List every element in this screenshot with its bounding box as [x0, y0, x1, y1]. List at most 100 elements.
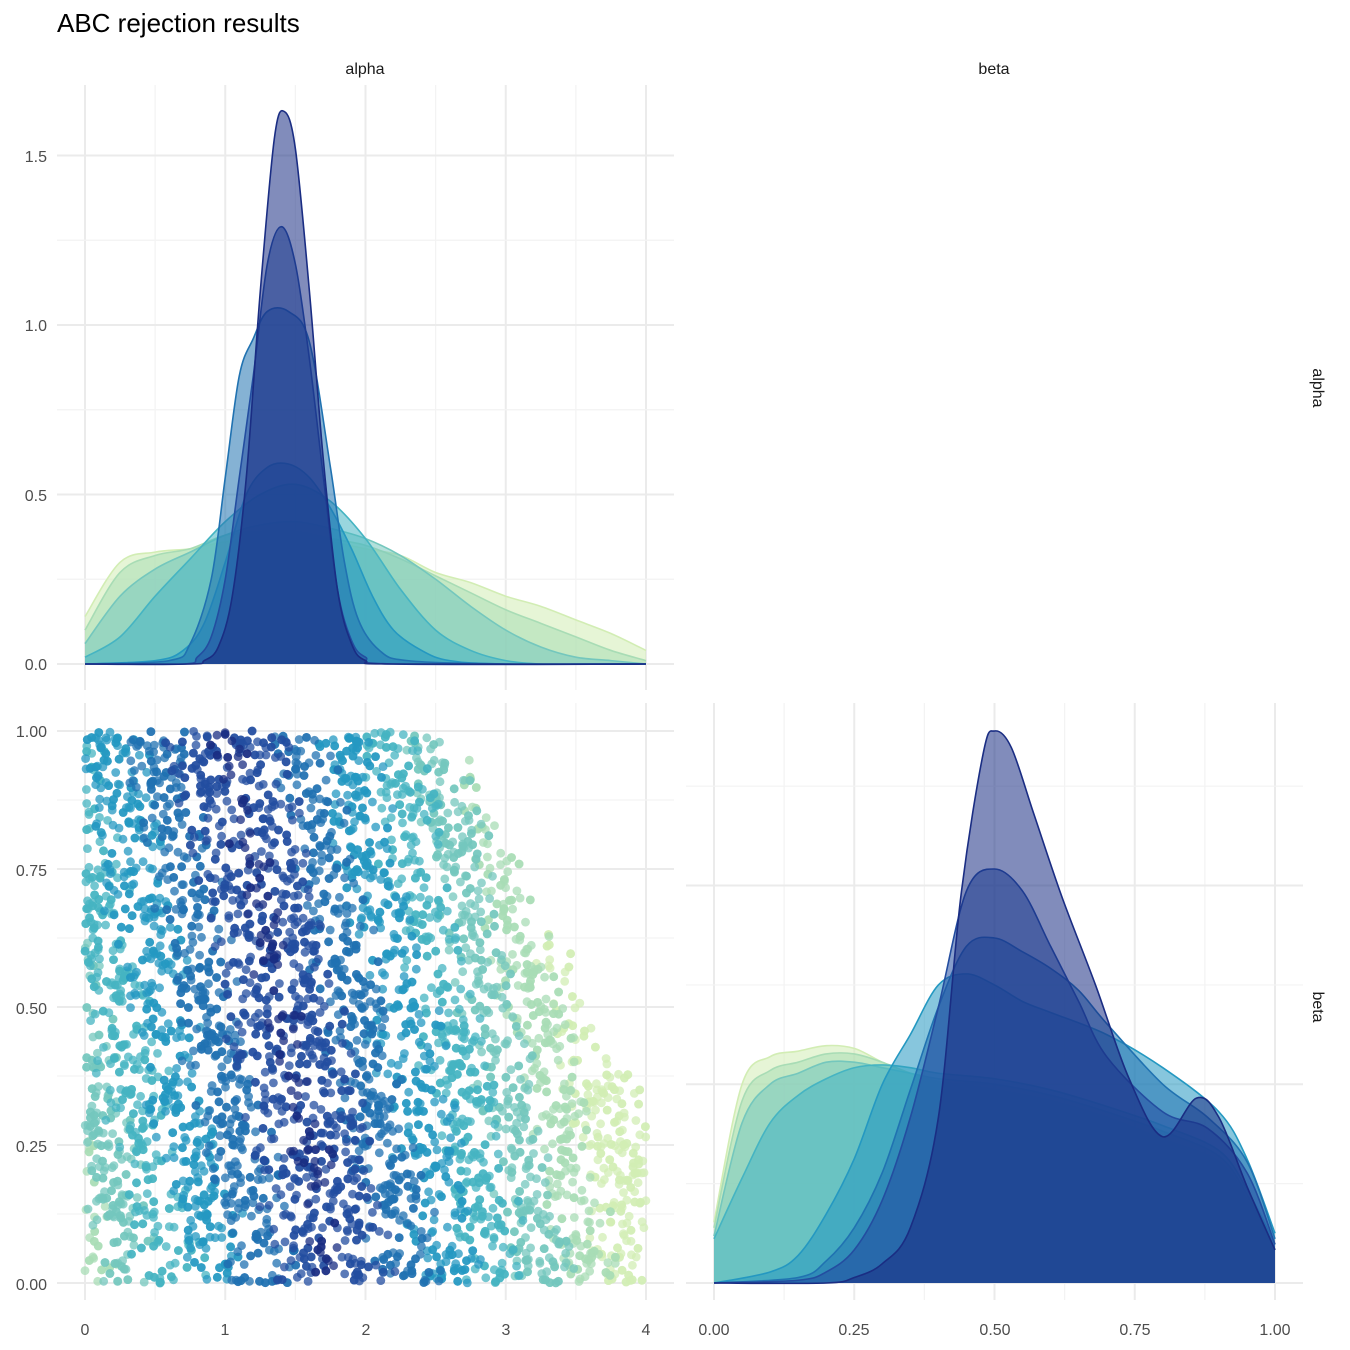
scatter-point: [176, 999, 186, 1008]
scatter-point: [142, 767, 152, 777]
scatter-point: [512, 886, 522, 896]
scatter-point: [274, 1119, 284, 1129]
scatter-point: [411, 1185, 421, 1194]
scatter-point: [142, 1137, 152, 1146]
scatter-point: [131, 782, 141, 792]
scatter-point: [385, 858, 395, 868]
scatter-point: [189, 1046, 198, 1056]
scatter-point: [414, 1037, 424, 1047]
scatter-point: [174, 768, 183, 778]
scatter-point: [94, 895, 104, 904]
scatter-point: [309, 1100, 319, 1110]
scatter-point: [619, 1188, 628, 1197]
scatter-point: [164, 1222, 174, 1231]
scatter-point: [637, 1275, 647, 1285]
scatter-point: [508, 1012, 518, 1022]
scatter-point: [433, 850, 442, 860]
scatter-point: [270, 838, 279, 847]
scatter-point: [178, 737, 187, 747]
scatter-point: [102, 735, 112, 745]
scatter-point: [360, 1040, 370, 1049]
scatter-point: [450, 935, 460, 944]
scatter-point: [83, 1204, 93, 1214]
scatter-point: [236, 735, 246, 745]
scatter-point: [310, 962, 319, 972]
scatter-point: [430, 1097, 439, 1107]
scatter-point: [88, 873, 97, 882]
scatter-point: [378, 1006, 388, 1016]
scatter-point: [341, 918, 351, 928]
scatter-point: [404, 761, 413, 771]
scatter-point: [548, 1139, 557, 1149]
scatter-point: [484, 831, 494, 841]
scatter-point: [377, 1129, 386, 1139]
scatter-point: [453, 1276, 463, 1286]
scatter-point: [226, 872, 236, 882]
scatter-point: [245, 1172, 255, 1182]
scatter-point: [386, 1058, 396, 1068]
scatter-point: [229, 814, 239, 824]
scatter-point: [222, 796, 232, 806]
scatter-point: [110, 980, 120, 990]
scatter-point: [382, 781, 392, 791]
scatter-point: [495, 1268, 505, 1278]
scatter-point: [446, 1133, 455, 1143]
scatter-point: [356, 1260, 366, 1270]
scatter-point: [397, 1152, 407, 1162]
scatter-point: [174, 798, 184, 808]
scatter-point: [418, 1143, 427, 1153]
scatter-point: [111, 768, 121, 777]
scatter-point: [89, 923, 99, 933]
scatter-point: [419, 1278, 429, 1287]
scatter-point: [523, 1020, 532, 1030]
scatter-point: [330, 954, 340, 964]
scatter-point: [316, 1105, 326, 1114]
scatter-point: [303, 885, 313, 894]
scatter-point: [162, 905, 172, 914]
scatter-point: [357, 913, 366, 923]
scatter-point: [127, 1085, 136, 1094]
scatter-point: [615, 1175, 624, 1185]
scatter-point: [167, 766, 177, 776]
scatter-point: [222, 1102, 231, 1112]
scatter-point: [342, 1137, 351, 1147]
scatter-point: [476, 907, 486, 917]
scatter-point: [585, 1218, 594, 1227]
scatter-point: [115, 1197, 124, 1206]
scatter-point: [542, 1267, 552, 1276]
scatter-point: [149, 1119, 159, 1128]
scatter-point: [126, 1003, 135, 1012]
scatter-point: [479, 984, 489, 994]
scatter-point: [344, 734, 354, 743]
beta-density-line-7: [713, 730, 1276, 1285]
scatter-point: [278, 917, 288, 927]
scatter-point: [397, 809, 407, 819]
scatter-point: [226, 1242, 236, 1252]
scatter-point: [503, 1207, 512, 1217]
scatter-point: [147, 1022, 156, 1032]
scatter-point: [307, 789, 317, 799]
scatter-point: [176, 897, 185, 907]
scatter-point: [260, 1278, 270, 1288]
scatter-point: [98, 1194, 108, 1204]
scatter-point: [350, 867, 360, 877]
scatter-point: [171, 1180, 181, 1189]
scatter-point: [380, 1014, 390, 1023]
scatter-point: [491, 948, 501, 957]
scatter-point: [416, 1170, 426, 1180]
scatter-point: [126, 973, 135, 982]
scatter-point: [611, 1252, 620, 1262]
scatter-point: [491, 1131, 501, 1141]
scatter-point: [315, 758, 325, 768]
scatter-point: [380, 970, 389, 980]
scatter-point: [347, 988, 357, 998]
scatter-point: [80, 1266, 90, 1275]
scatter-point: [227, 805, 237, 815]
scatter-point: [148, 776, 158, 786]
scatter-point: [187, 921, 197, 931]
scatter-point: [282, 837, 292, 846]
scatter-point: [172, 1033, 182, 1043]
scatter-point: [514, 1208, 524, 1217]
scatter-point: [177, 1018, 186, 1027]
scatter-point: [336, 797, 345, 807]
